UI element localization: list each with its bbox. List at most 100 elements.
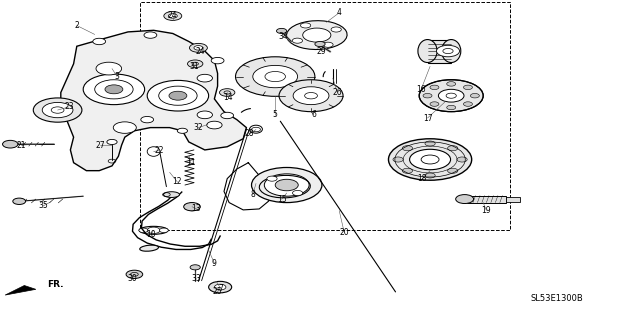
Circle shape (159, 228, 168, 233)
Circle shape (315, 41, 325, 47)
Circle shape (463, 102, 472, 106)
Text: 15: 15 (276, 195, 287, 204)
Circle shape (188, 60, 203, 68)
Text: 34: 34 (278, 32, 289, 41)
Polygon shape (61, 30, 246, 171)
Circle shape (264, 174, 309, 196)
Circle shape (447, 146, 458, 151)
Circle shape (33, 98, 82, 122)
Circle shape (470, 93, 479, 98)
Text: 7: 7 (218, 284, 223, 293)
Text: SL53E1300B: SL53E1300B (531, 294, 583, 303)
Text: 27: 27 (95, 141, 105, 150)
Circle shape (253, 65, 298, 88)
Circle shape (403, 146, 413, 151)
Text: 10: 10 (146, 230, 156, 239)
Text: 23: 23 (64, 102, 74, 111)
Text: 5: 5 (273, 110, 278, 119)
Circle shape (292, 190, 303, 196)
Circle shape (447, 105, 456, 110)
Bar (140, 2, 510, 230)
Bar (467, 196, 506, 203)
Ellipse shape (418, 40, 437, 63)
Circle shape (190, 265, 200, 270)
Circle shape (214, 284, 226, 290)
Circle shape (425, 141, 435, 146)
Circle shape (164, 11, 182, 20)
Circle shape (144, 32, 157, 38)
Circle shape (423, 93, 432, 98)
Text: 12: 12 (173, 177, 182, 186)
Circle shape (96, 62, 122, 75)
Circle shape (252, 167, 322, 203)
Circle shape (447, 82, 456, 86)
Text: 25: 25 (212, 287, 223, 296)
Circle shape (168, 14, 177, 18)
Ellipse shape (140, 226, 168, 234)
Text: 30: 30 (127, 274, 137, 283)
Circle shape (197, 74, 212, 82)
Circle shape (275, 179, 298, 191)
Text: 35: 35 (38, 201, 49, 210)
Text: 6: 6 (311, 110, 316, 119)
Text: 29: 29 (316, 47, 326, 56)
Circle shape (3, 140, 18, 148)
Circle shape (95, 80, 133, 99)
Circle shape (197, 111, 212, 119)
Circle shape (456, 195, 474, 204)
Polygon shape (185, 203, 199, 211)
Circle shape (393, 157, 403, 162)
Text: 17: 17 (422, 114, 433, 122)
Ellipse shape (147, 147, 160, 156)
Circle shape (139, 228, 148, 233)
Circle shape (425, 173, 435, 178)
Circle shape (184, 203, 200, 211)
Circle shape (159, 86, 197, 105)
Circle shape (113, 122, 136, 133)
Text: 2: 2 (74, 21, 79, 30)
Circle shape (105, 85, 123, 94)
Text: 24: 24 (195, 47, 205, 56)
Text: FR.: FR. (47, 280, 63, 289)
Ellipse shape (287, 21, 347, 49)
Text: 16: 16 (416, 85, 426, 94)
Text: 28: 28 (245, 130, 254, 138)
Circle shape (301, 23, 311, 28)
Text: 33: 33 (191, 274, 201, 283)
Circle shape (388, 139, 472, 180)
Circle shape (169, 91, 187, 100)
Ellipse shape (140, 245, 159, 251)
Circle shape (209, 281, 232, 293)
Circle shape (42, 102, 73, 118)
Circle shape (430, 85, 439, 90)
Circle shape (419, 80, 483, 112)
Circle shape (83, 74, 145, 105)
Text: 31: 31 (189, 63, 200, 71)
Bar (506, 197, 520, 202)
Circle shape (447, 168, 458, 173)
Text: 26: 26 (332, 88, 342, 97)
Circle shape (430, 102, 439, 106)
Circle shape (194, 46, 203, 50)
Text: 4: 4 (337, 8, 342, 17)
Text: 13: 13 (191, 204, 202, 213)
Circle shape (207, 121, 222, 129)
Circle shape (13, 198, 26, 204)
Circle shape (331, 27, 341, 32)
Text: 24: 24 (168, 11, 178, 20)
Text: 3: 3 (115, 72, 120, 81)
Ellipse shape (442, 40, 461, 63)
Circle shape (107, 139, 117, 145)
Circle shape (436, 45, 460, 57)
Circle shape (220, 89, 235, 96)
Circle shape (267, 176, 277, 181)
Circle shape (292, 38, 303, 43)
Circle shape (457, 157, 467, 162)
Text: 20: 20 (339, 228, 349, 237)
Circle shape (323, 42, 333, 47)
Circle shape (147, 80, 209, 111)
Circle shape (236, 57, 315, 96)
Circle shape (211, 57, 224, 64)
Circle shape (279, 80, 343, 112)
Circle shape (141, 116, 154, 123)
